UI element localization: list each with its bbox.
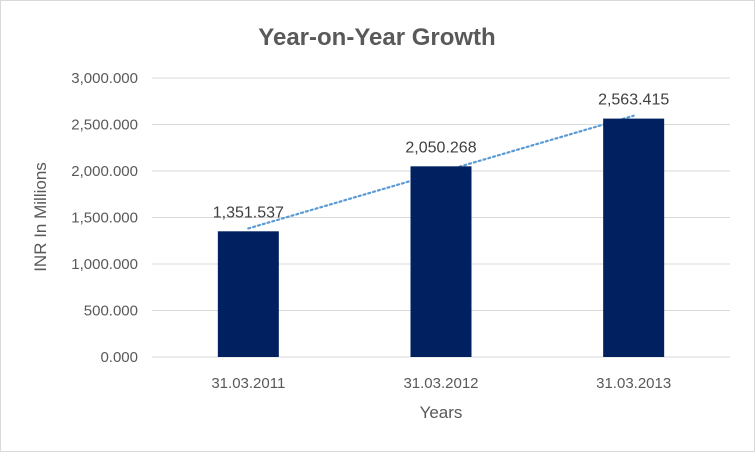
data-label: 1,351.537 (213, 204, 284, 221)
y-tick-label: 0.000 (100, 349, 138, 366)
y-tick-label: 1,000.000 (71, 256, 138, 273)
y-tick-label: 2,000.000 (71, 163, 138, 180)
data-label: 2,050.268 (405, 139, 476, 156)
bar (410, 166, 472, 357)
x-tick-labels: 31.03.2011 31.03.2012 31.03.2013 (211, 375, 671, 392)
y-tick-label: 500.000 (84, 303, 138, 320)
data-label: 2,563.415 (598, 92, 669, 109)
chart-title: Year-on-Year Growth (258, 24, 495, 51)
y-tick-label: 1,500.000 (71, 210, 138, 227)
y-tick-label: 3,000.000 (71, 70, 138, 87)
y-tick-labels: 0.000 500.000 1,000.000 1,500.000 2,000.000 2… (71, 70, 138, 366)
x-tick-label: 31.03.2012 (403, 375, 478, 392)
x-tick-label: 31.03.2011 (211, 375, 285, 392)
bar (603, 118, 665, 357)
bar (217, 231, 279, 357)
y-axis-label: INR In Millions (31, 162, 50, 272)
x-axis-label: Years (420, 403, 463, 422)
data-labels: 1,351.537 2,050.268 2,563.415 (213, 92, 670, 222)
y-tick-label: 2,500.000 (71, 117, 138, 134)
x-tick-label: 31.03.2013 (596, 375, 671, 392)
bars (217, 118, 665, 357)
